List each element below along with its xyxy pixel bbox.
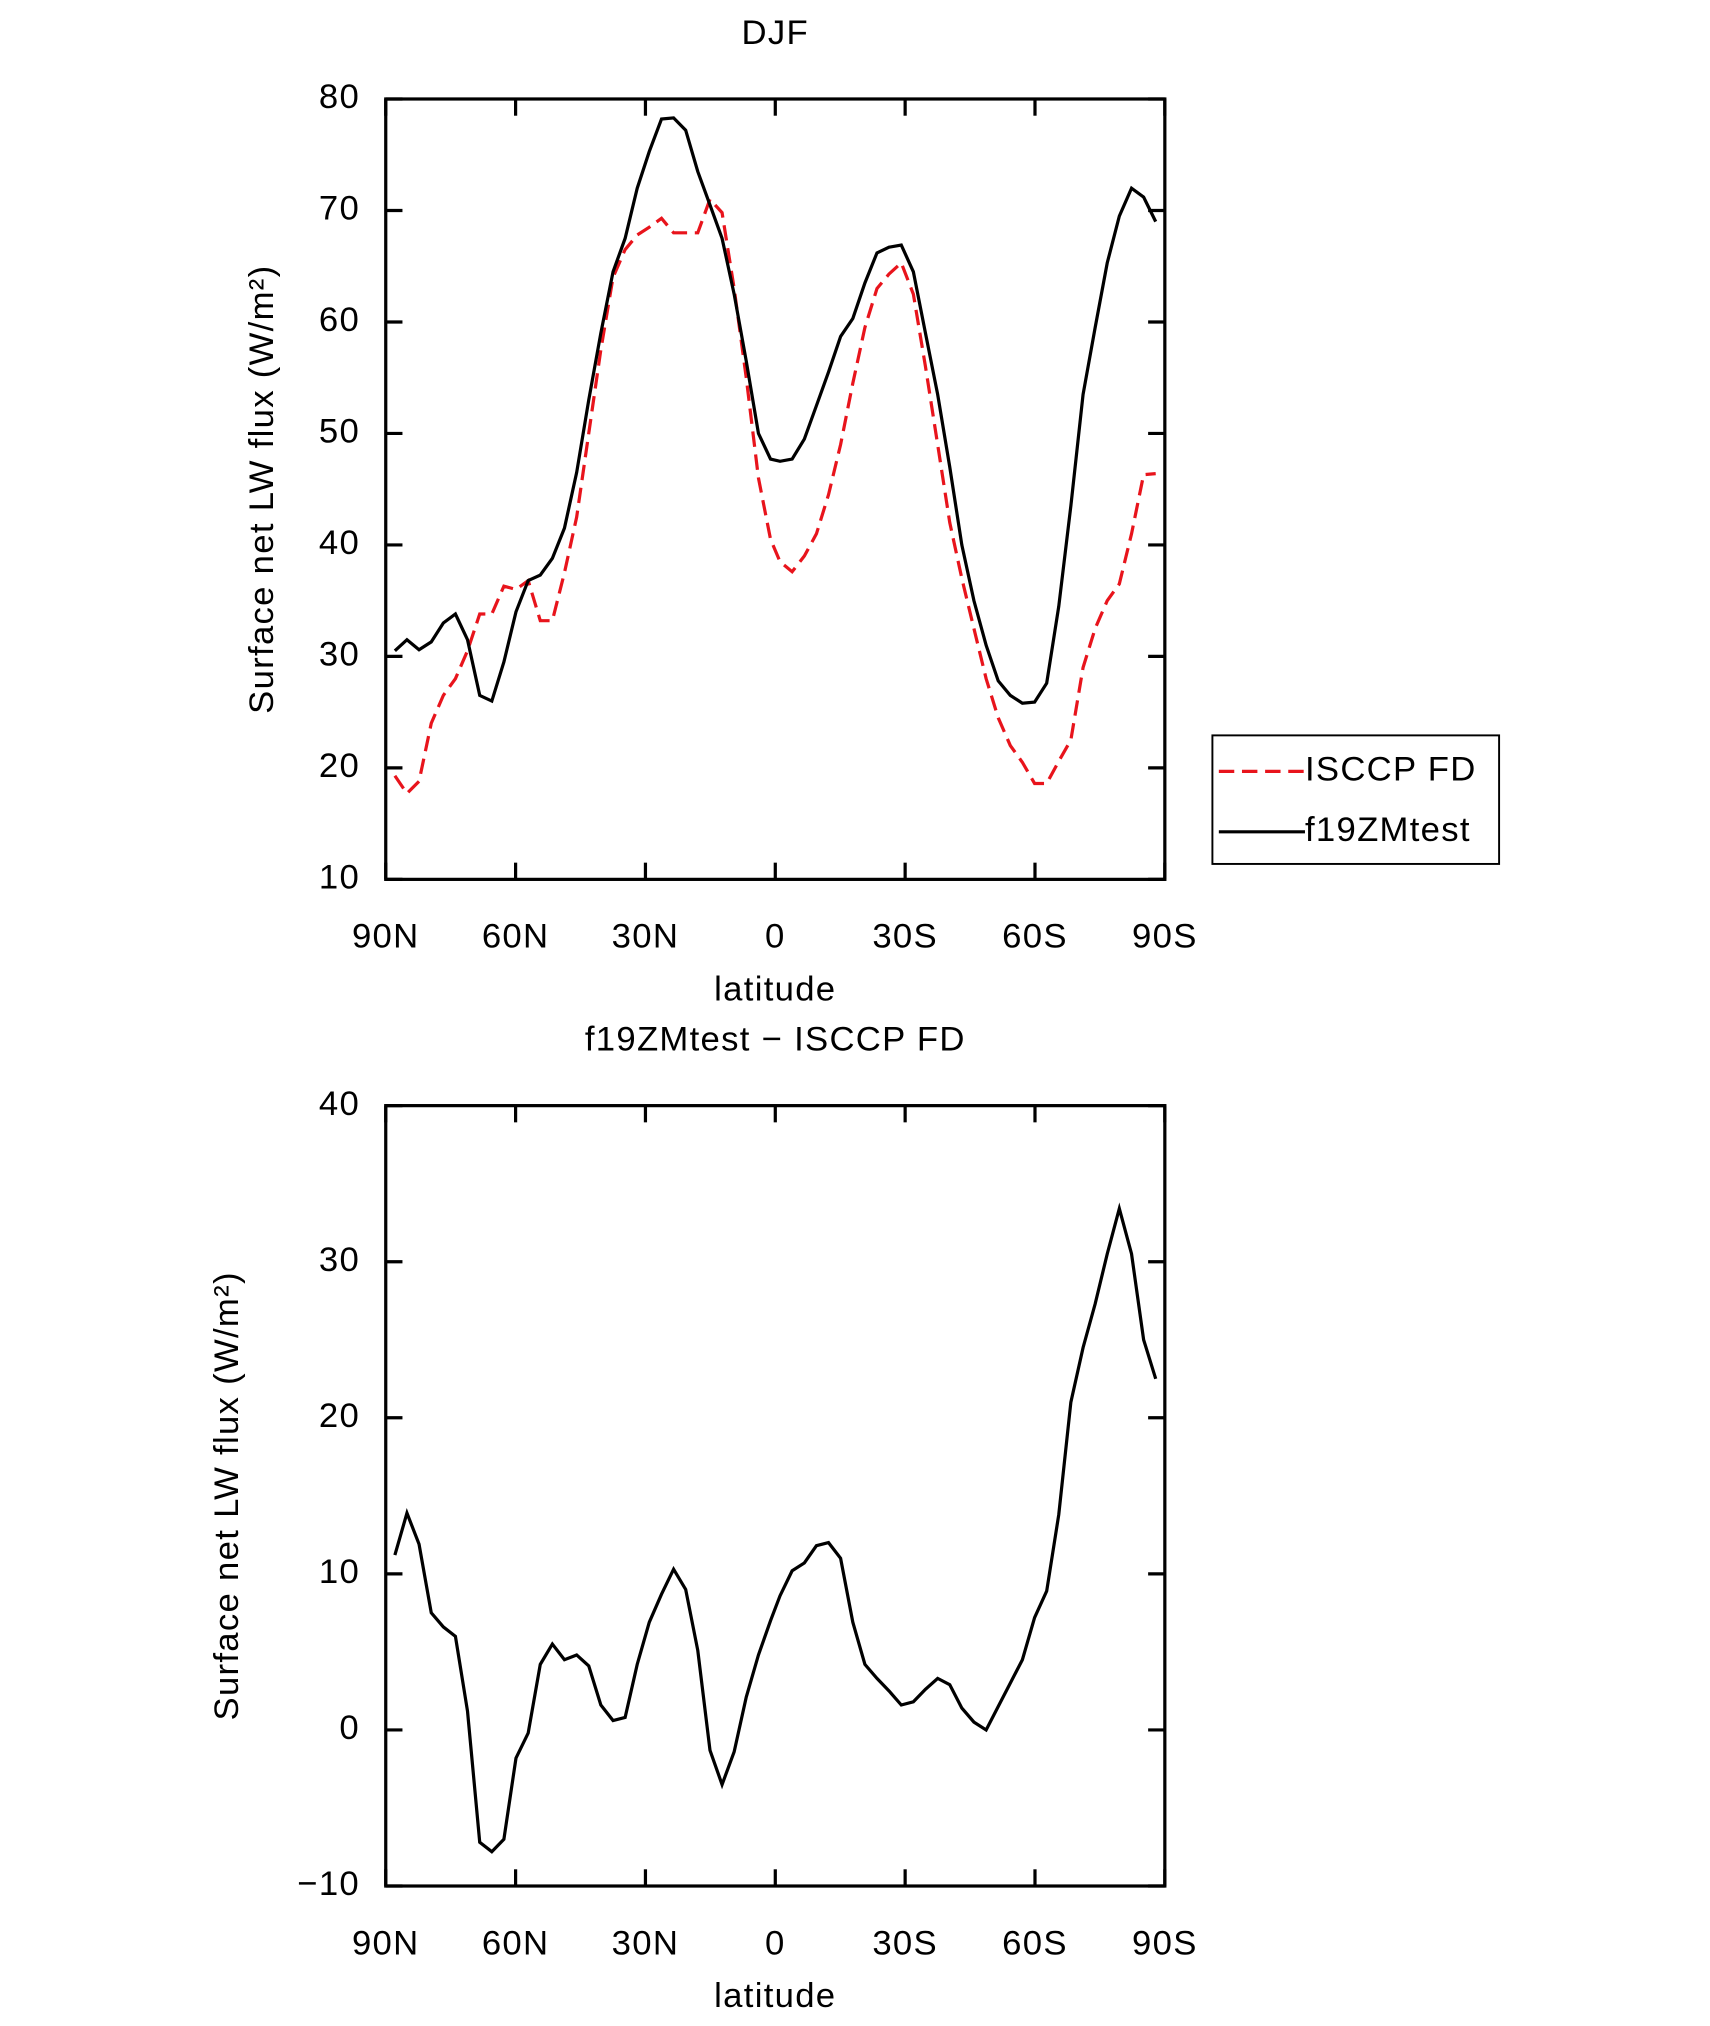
data-line (393, 116, 1158, 705)
legend-box (1211, 734, 1501, 865)
x-tick-label: 30S (872, 1924, 938, 1962)
x-tick-label: 90S (1132, 918, 1198, 956)
y-tick-label: 60 (319, 301, 360, 339)
x-axis-label: latitude (714, 970, 836, 1008)
x-tick-label: 0 (765, 1924, 786, 1962)
y-tick-label: 40 (319, 524, 360, 562)
y-tick-label: 10 (319, 1553, 360, 1591)
x-tick-label: 30S (872, 918, 938, 956)
y-tick-label: 20 (319, 1397, 360, 1435)
x-tick-label: 90N (352, 1924, 420, 1962)
y-tick-label: 30 (319, 636, 360, 674)
y-tick-label: 10 (319, 859, 360, 897)
y-axis-label: Surface net LW flux (W/m²) (208, 1271, 246, 1720)
data-line (393, 1202, 1158, 1854)
chart-title: f19ZMtest − ISCCP FD (585, 1021, 966, 1059)
plot-frame (384, 1104, 1167, 1888)
x-tick-label: 60S (1002, 918, 1068, 956)
legend-label: f19ZMtest (1305, 811, 1471, 849)
y-tick-label: 20 (319, 747, 360, 785)
x-tick-label: 60N (482, 1924, 550, 1962)
y-tick-label: 70 (319, 190, 360, 228)
x-tick-label: 30N (612, 918, 680, 956)
x-tick-label: 90N (352, 918, 420, 956)
legend (1211, 734, 1501, 865)
plot-frame (384, 97, 1167, 881)
x-tick-label: 0 (765, 918, 786, 956)
y-tick-label: 80 (319, 78, 360, 116)
x-tick-label: 60S (1002, 1924, 1068, 1962)
data-line (393, 196, 1156, 797)
y-tick-label: 30 (319, 1241, 360, 1279)
x-tick-label: 60N (482, 918, 550, 956)
y-axis-label: Surface net LW flux (W/m²) (243, 265, 281, 714)
y-tick-label: 50 (319, 413, 360, 451)
x-tick-label: 90S (1132, 1924, 1198, 1962)
y-tick-label: 0 (339, 1709, 360, 1747)
y-tick-label: 40 (319, 1085, 360, 1123)
legend-label: ISCCP FD (1305, 751, 1477, 789)
y-tick-label: −10 (297, 1865, 360, 1903)
chart-title: DJF (742, 14, 809, 52)
x-tick-label: 30N (612, 1924, 680, 1962)
x-axis-label: latitude (714, 1977, 836, 2015)
